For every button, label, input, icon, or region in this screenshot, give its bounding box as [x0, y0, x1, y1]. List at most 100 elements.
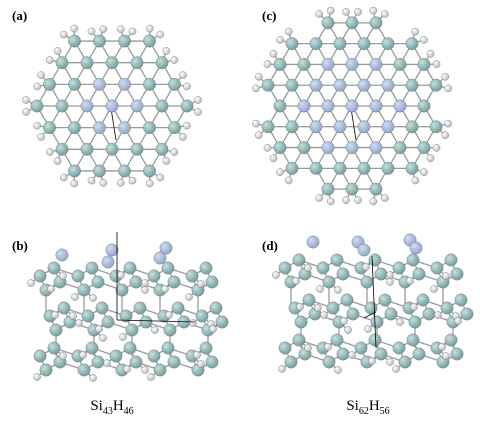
- panel-a-silicon-atom: [180, 99, 194, 113]
- panel-b-silicon-atom: [153, 363, 167, 377]
- panel-b-hydrogen-atom: [141, 286, 149, 294]
- panel-b-silicon-atom: [195, 309, 209, 323]
- panel-d-hydrogen-atom: [386, 278, 394, 286]
- panel-a-silicon-atom: [130, 99, 144, 113]
- panel-a-hydrogen-atom: [70, 24, 78, 33]
- panel-b-silicon-atom: [33, 349, 47, 363]
- panel-b-silicon-atom: [123, 341, 137, 355]
- panel-d-silicon-atom: [454, 293, 468, 307]
- panel-b-silicon-atom: [49, 323, 63, 337]
- panel-d-silicon-atom: [302, 293, 316, 307]
- panel-d-silicon-atom: [422, 307, 436, 321]
- panel-a-hydrogen-atom: [87, 27, 96, 36]
- panel-d-top-atom: [357, 243, 371, 257]
- panel-label-c: (c): [262, 8, 277, 23]
- panel-label-b: (b): [12, 238, 28, 253]
- panel-d-hydrogen-atom: [442, 272, 450, 280]
- panel-b-hydrogen-atom: [103, 359, 111, 367]
- panel-d-silicon-atom: [278, 341, 292, 355]
- panel-a-hydrogen-atom: [128, 27, 137, 36]
- panel-c-silicon-atom: [417, 99, 431, 113]
- panel-a-hydrogen-atom: [183, 121, 191, 130]
- panel-d-silicon-atom: [398, 355, 412, 369]
- panel-c-silicon-atom: [405, 37, 419, 51]
- panel-b-hydrogen-atom: [141, 279, 149, 287]
- panel-d-silicon-atom: [392, 341, 406, 355]
- panel-d-top-atom: [409, 241, 423, 255]
- panel-c-hydrogen-atom: [441, 72, 450, 81]
- panel-c-hydrogen-atom: [276, 36, 284, 44]
- panel-b-top-atom: [55, 248, 69, 262]
- panel-a-hydrogen-atom: [60, 30, 68, 39]
- panel-c-silicon-atom: [417, 141, 431, 154]
- panel-a-silicon-atom: [30, 99, 44, 113]
- panel-d-silicon-atom: [444, 333, 458, 347]
- panel-d-hydrogen-atom: [304, 344, 312, 352]
- panel-c-hydrogen-atom: [369, 6, 378, 15]
- panel-c-hydrogen-atom: [276, 168, 284, 176]
- panel-d-silicon-atom: [360, 275, 374, 289]
- panel-c-silicon-atom: [297, 58, 311, 71]
- panel-d-silicon-atom: [336, 347, 350, 361]
- panel-c-hydrogen-atom: [315, 10, 323, 18]
- panel-a-silicon-atom: [93, 121, 106, 135]
- panel-a-silicon-atom: [105, 99, 119, 113]
- panel-d-silicon-atom: [430, 261, 444, 275]
- panel-a-hydrogen-atom: [22, 96, 30, 104]
- panel-c-hydrogen-atom: [263, 144, 272, 152]
- panel-c-silicon-atom: [333, 78, 347, 92]
- panel-d-hydrogen-atom: [272, 271, 280, 279]
- panel-b-hydrogen-atom: [141, 366, 149, 374]
- panel-a-silicon-atom: [55, 142, 69, 156]
- panel-d-hydrogen-atom: [396, 318, 404, 326]
- panel-d-silicon-atom: [406, 333, 420, 347]
- panel-b-hydrogen-atom: [33, 373, 41, 381]
- panel-c-silicon-atom: [357, 37, 371, 51]
- panel-a-silicon-atom: [118, 77, 131, 91]
- panel-c-silicon-atom: [393, 99, 407, 113]
- panel-c-silicon-atom: [381, 120, 395, 134]
- panel-d-hydrogen-atom: [334, 286, 342, 294]
- panel-b-silicon-atom: [129, 355, 143, 369]
- panel-a-silicon-atom: [105, 142, 119, 156]
- panel-d-hydrogen-atom: [334, 366, 342, 374]
- panel-d-hydrogen-atom: [362, 263, 370, 271]
- panel-c-silicon-atom: [357, 120, 371, 134]
- panel-d-silicon-atom: [406, 253, 420, 267]
- panel-b-silicon-atom: [85, 261, 99, 275]
- panel-a-silicon-atom: [105, 56, 119, 70]
- panel-a-silicon-atom: [93, 77, 106, 91]
- panel-b-silicon-atom: [57, 301, 71, 315]
- panel-a-silicon-atom: [118, 121, 131, 135]
- panel-a-silicon-atom: [80, 99, 94, 113]
- panel-b-hydrogen-atom: [119, 333, 127, 341]
- panel-a-hydrogen-atom: [99, 25, 108, 33]
- panel-b-hydrogen-atom: [89, 374, 97, 382]
- panel-a-hydrogen-atom: [22, 108, 30, 116]
- panel-label-a: (a): [12, 8, 28, 23]
- panel-b-silicon-atom: [47, 261, 61, 275]
- panel-d-silicon-atom: [374, 347, 388, 361]
- panel-a-silicon-atom: [55, 99, 69, 113]
- panel-c-silicon-atom: [345, 182, 359, 196]
- caption-si62h56: Si62H56: [346, 398, 390, 417]
- panel-a-hydrogen-atom: [170, 148, 179, 156]
- panel-c-silicon-atom: [345, 141, 359, 154]
- panel-c-silicon-atom: [309, 120, 323, 134]
- panel-c-hydrogen-atom: [269, 154, 278, 163]
- panel-b-hydrogen-atom: [27, 279, 35, 287]
- panel-c-hydrogen-atom: [354, 8, 362, 16]
- panel-b-hydrogen-atom: [71, 293, 79, 301]
- panel-b-silicon-atom: [161, 341, 175, 355]
- panel-b-hydrogen-atom: [69, 312, 77, 320]
- panel-c-silicon-atom: [381, 78, 395, 92]
- panel-c-silicon-atom: [381, 37, 395, 51]
- panel-c-hydrogen-atom: [426, 49, 435, 58]
- panel-b-silicon-atom: [199, 261, 213, 275]
- panel-d-silicon-atom: [440, 301, 454, 315]
- panel-d-hydrogen-atom: [434, 311, 442, 319]
- panel-c-hydrogen-atom: [444, 119, 452, 128]
- panel-d-hydrogen-atom: [368, 357, 376, 365]
- panel-d-silicon-atom: [384, 307, 398, 321]
